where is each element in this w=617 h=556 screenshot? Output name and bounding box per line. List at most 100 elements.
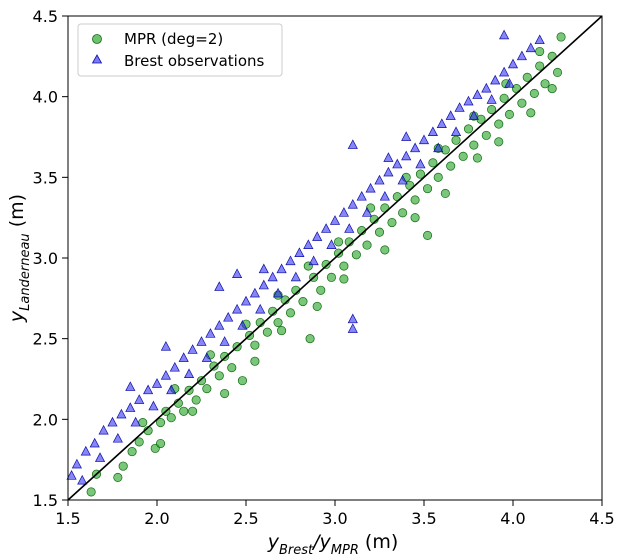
brest-point: [255, 303, 266, 314]
mpr-point: [410, 213, 420, 223]
mpr-point: [312, 301, 322, 311]
brest-point: [347, 199, 358, 209]
mpr-point: [351, 250, 361, 260]
brest-point: [196, 336, 207, 346]
brest-point: [237, 320, 248, 330]
brest-point: [499, 66, 510, 77]
brest-point: [80, 445, 91, 456]
mpr-point: [463, 124, 474, 134]
brest-point: [361, 207, 373, 217]
legend-mpr-marker: [92, 34, 102, 44]
brest-point: [329, 215, 341, 225]
mpr-point: [526, 108, 536, 118]
x-tick-label: 3.5: [411, 509, 436, 528]
mpr-point: [298, 297, 308, 307]
mpr-point: [469, 140, 479, 150]
brest-point: [490, 74, 501, 85]
brest-point: [347, 313, 358, 324]
brest-point: [125, 402, 136, 412]
mpr-point: [191, 395, 201, 405]
legend: MPR (deg=2) Brest observations: [77, 23, 283, 77]
x-tick-label: 2.5: [233, 509, 258, 528]
brest-point: [151, 378, 163, 388]
y-tick-label: 1.5: [33, 491, 58, 510]
brest-point: [303, 239, 314, 249]
mpr-point: [305, 334, 315, 344]
brest-point: [481, 82, 492, 93]
brest-point: [356, 190, 367, 201]
brest-point: [392, 158, 403, 169]
brest-point: [516, 50, 527, 61]
mpr-point: [220, 351, 230, 361]
mpr-point: [387, 217, 397, 228]
brest-point: [98, 424, 109, 435]
brest-point: [94, 452, 106, 462]
brest-point: [66, 470, 77, 480]
brest-point: [148, 400, 159, 411]
y-tick-label: 2.5: [33, 330, 58, 349]
brest-point: [433, 142, 444, 153]
brest-point: [397, 174, 408, 185]
brest-point: [178, 352, 189, 362]
y-axis: 1.5 2.0 2.5 3.0 3.5 4.0 4.5: [33, 7, 68, 510]
brest-point: [240, 295, 252, 306]
brest-point: [214, 320, 225, 330]
brest-point: [130, 416, 141, 427]
mpr-point: [529, 88, 539, 98]
brest-point: [71, 458, 82, 469]
brest-point: [338, 207, 349, 217]
mpr-point: [494, 119, 504, 129]
brest-point: [418, 134, 430, 145]
y-axis-title: yLanderneau (m): [6, 194, 33, 323]
brest-point: [383, 152, 394, 162]
mpr-point: [499, 93, 509, 103]
mpr-point: [250, 356, 260, 366]
brest-point: [276, 263, 287, 274]
brest-point: [379, 190, 390, 201]
brest-point: [504, 78, 515, 88]
brest-point: [534, 34, 545, 45]
brest-point: [290, 271, 301, 282]
mpr-point: [535, 46, 545, 57]
brest-point: [125, 381, 136, 391]
mpr-point: [156, 418, 166, 428]
y-tick-label: 3.5: [33, 168, 58, 187]
brest-point: [427, 126, 438, 137]
brest-point: [486, 94, 497, 104]
mpr-point: [326, 272, 336, 282]
mpr-point: [250, 340, 260, 350]
legend-mpr-label: MPR (deg=2): [124, 30, 223, 48]
brest-point: [258, 263, 269, 274]
x-tick-label: 4.5: [589, 509, 614, 528]
brest-point: [374, 174, 385, 185]
brest-point: [89, 437, 100, 448]
brest-point: [312, 231, 323, 241]
mpr-point: [487, 105, 497, 115]
brest-point: [401, 150, 412, 161]
y-tick-label: 2.0: [33, 410, 58, 429]
brest-point: [445, 110, 456, 120]
brest-point: [232, 268, 243, 278]
mpr-point: [481, 130, 491, 140]
mpr-point: [362, 240, 372, 250]
mpr-point: [446, 161, 456, 171]
brest-point: [499, 29, 510, 40]
x-tick-label: 1.5: [55, 509, 80, 528]
brest-point: [267, 271, 278, 282]
brest-point: [77, 474, 88, 485]
brest-point: [166, 384, 177, 395]
mpr-point: [262, 327, 272, 337]
mpr-point: [179, 406, 189, 416]
mpr-point: [433, 172, 443, 182]
mpr-point: [334, 237, 344, 247]
brest-point: [472, 89, 483, 99]
brest-point: [249, 287, 260, 298]
mpr-point: [494, 137, 504, 147]
brest-point: [169, 361, 180, 372]
x-tick-label: 4.0: [500, 509, 525, 528]
mpr-point: [334, 248, 344, 258]
mpr-point: [237, 376, 247, 386]
mpr-point: [321, 259, 331, 270]
brest-point: [321, 223, 332, 233]
